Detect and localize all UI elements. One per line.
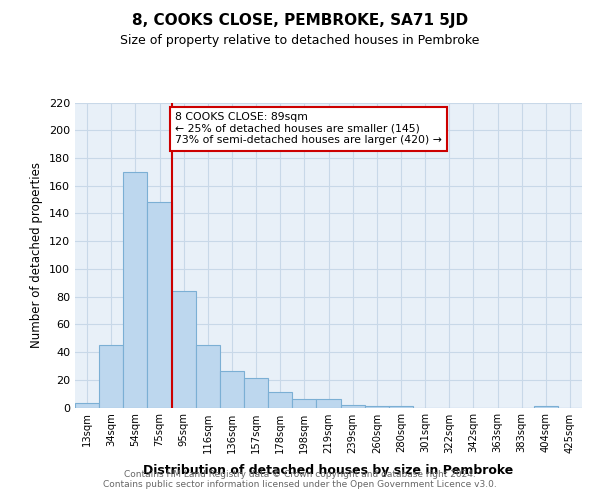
Bar [196,345,220,408]
Text: Size of property relative to detached houses in Pembroke: Size of property relative to detached ho… [121,34,479,47]
Bar [365,406,389,407]
Text: 8 COOKS CLOSE: 89sqm
← 25% of detached houses are smaller (145)
73% of semi-deta: 8 COOKS CLOSE: 89sqm ← 25% of detached h… [175,112,442,146]
Bar [148,202,172,408]
Text: Contains HM Land Registry data © Crown copyright and database right 2024.
Contai: Contains HM Land Registry data © Crown c… [103,470,497,489]
Bar [292,399,316,407]
Bar [220,372,244,408]
Bar [244,378,268,408]
Bar [123,172,148,408]
Text: 8, COOKS CLOSE, PEMBROKE, SA71 5JD: 8, COOKS CLOSE, PEMBROKE, SA71 5JD [132,12,468,28]
Bar [172,291,196,408]
X-axis label: Distribution of detached houses by size in Pembroke: Distribution of detached houses by size … [143,464,514,477]
Bar [316,399,341,407]
Bar [389,406,413,407]
Bar [341,404,365,407]
Bar [268,392,292,407]
Bar [99,345,123,408]
Bar [75,404,99,407]
Y-axis label: Number of detached properties: Number of detached properties [31,162,43,348]
Bar [534,406,558,407]
